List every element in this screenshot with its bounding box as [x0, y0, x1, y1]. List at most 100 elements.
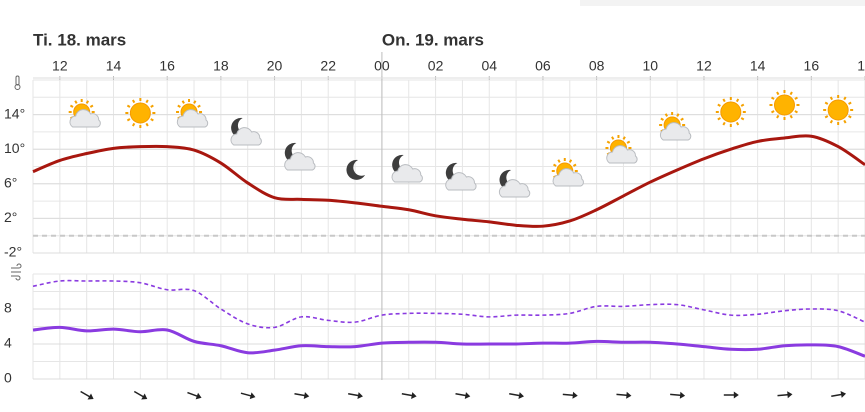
sun-ray	[150, 118, 154, 122]
wind-arrow	[348, 392, 363, 399]
y-tick-label: 8	[4, 300, 12, 316]
weather-icon	[551, 158, 584, 187]
cloud	[284, 152, 316, 171]
arrow-head	[787, 391, 793, 399]
x-tick-label: 14	[750, 58, 766, 74]
arrow-head	[141, 393, 148, 400]
sun-ray	[735, 121, 740, 126]
x-tick-label: 12	[52, 58, 68, 74]
weather-icon	[284, 142, 316, 171]
wind-arrow	[616, 391, 632, 399]
sun-ray	[740, 117, 745, 121]
sun-ray	[722, 121, 726, 126]
sun-ray	[722, 98, 726, 103]
sun-ray	[770, 110, 775, 114]
sun	[827, 99, 849, 121]
cloud	[552, 168, 584, 187]
sun-ray	[611, 136, 615, 140]
sun-ray	[622, 136, 626, 140]
cloud	[445, 172, 477, 191]
arrow-head	[87, 393, 94, 400]
sun-ray	[131, 122, 136, 127]
wind-arrow	[133, 390, 148, 400]
thermometer-icon	[14, 75, 21, 90]
sun-ray	[789, 91, 793, 96]
x-tick-label: 18	[857, 58, 865, 74]
sun-ray	[735, 98, 740, 103]
arrow-head	[572, 391, 578, 399]
sun-ray	[89, 104, 94, 108]
gust-line	[32, 279, 865, 329]
sun-ray	[676, 113, 680, 117]
sun-ray	[740, 103, 745, 107]
x-tick-label: 18	[213, 58, 229, 74]
sun-ray	[848, 115, 852, 119]
moon	[284, 142, 304, 163]
sun-ray	[126, 104, 131, 108]
x-tick-label: 22	[320, 58, 336, 74]
wind-arrow	[723, 391, 739, 399]
sun-ray	[789, 114, 793, 119]
sun	[773, 94, 795, 116]
temperature-line	[32, 134, 865, 228]
arrow-head	[249, 392, 256, 400]
wind-icon	[11, 263, 22, 281]
sun-ray	[126, 118, 131, 122]
wind-line	[32, 325, 865, 358]
sun-ray	[770, 96, 775, 100]
weather-icon	[125, 98, 156, 128]
weather-icon	[445, 162, 477, 191]
y-tick-label: 14°	[4, 105, 25, 121]
cloud	[69, 109, 101, 128]
x-tick-label: 12	[696, 58, 712, 74]
x-tick-label: 10	[643, 58, 659, 74]
sun-ray	[824, 101, 829, 105]
wind-arrow	[187, 391, 202, 400]
wind-arrow	[670, 391, 686, 399]
wind-arrow	[80, 390, 94, 400]
arrow-head	[303, 392, 310, 399]
arrow-head	[411, 392, 417, 399]
cloud	[391, 164, 423, 183]
x-tick-label: 06	[535, 58, 551, 74]
moon	[445, 162, 465, 183]
grid	[32, 79, 865, 380]
sun-ray	[69, 104, 74, 108]
wind-arrow	[777, 391, 793, 399]
wind-arrow	[401, 392, 417, 399]
wind-arrow	[509, 392, 524, 399]
sun-ray	[843, 96, 847, 101]
sun-ray	[794, 96, 798, 100]
sun-ray	[717, 103, 721, 107]
sun-ray	[181, 100, 185, 104]
moon	[346, 159, 366, 180]
sun-ray	[193, 100, 197, 104]
moon	[392, 154, 411, 175]
sun-ray	[829, 119, 834, 124]
y-tick-label: 4	[4, 335, 12, 351]
weather-icon	[498, 169, 531, 198]
y-tick-label: 2°	[4, 209, 17, 225]
cloud	[498, 179, 531, 198]
weather-icon	[391, 154, 423, 183]
sun-ray	[150, 104, 154, 108]
x-tick-label: 02	[428, 58, 444, 74]
sun-ray	[557, 159, 561, 163]
moon	[499, 169, 519, 190]
sun-ray	[776, 114, 780, 119]
sun-ray	[131, 99, 136, 104]
weather-icon	[176, 99, 209, 128]
sun-ray	[606, 140, 611, 144]
wind-arrow	[831, 391, 847, 398]
sun	[129, 102, 151, 124]
sun-ray	[824, 115, 829, 119]
weather-icon	[659, 112, 692, 141]
weather-icon	[230, 117, 262, 146]
y-tick-label: 6°	[4, 175, 17, 191]
arrow-head	[464, 392, 471, 399]
top-shadow	[580, 0, 865, 6]
arrow-head	[357, 392, 363, 399]
wind-arrow	[294, 392, 310, 399]
